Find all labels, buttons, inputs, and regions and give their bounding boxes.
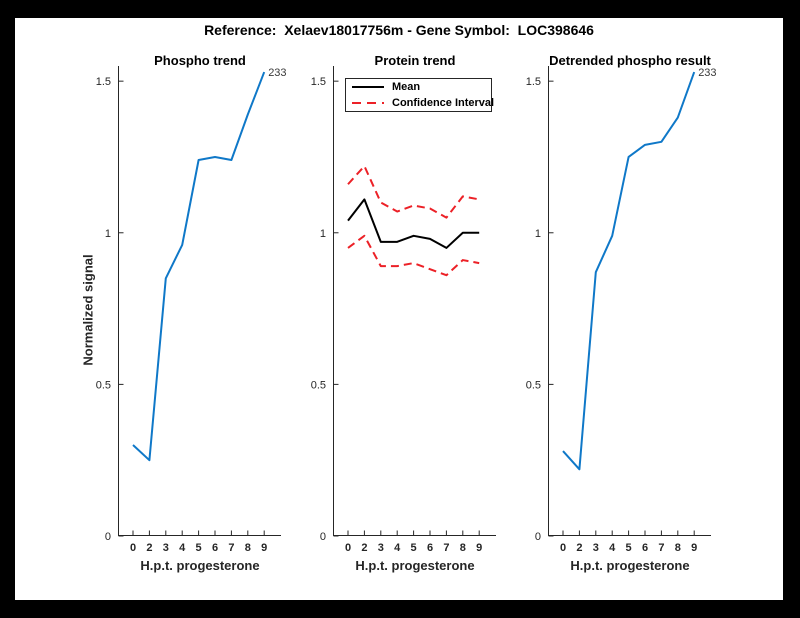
x-tick-label: 4	[394, 542, 401, 554]
subplot-title-phospho-trend: Phospho trend	[154, 53, 246, 68]
confidence-interval-line-sample-icon	[352, 101, 384, 104]
detrended-phospho-signal-line	[562, 71, 696, 471]
mean-line-sample-icon	[352, 86, 384, 89]
protein-trend-plot-area: 00.511.50 2 3 4 5 6 7 8 9	[311, 66, 496, 554]
x-tick-label: 8	[245, 542, 251, 554]
x-tick-label: 7	[658, 542, 664, 554]
y-tick-label: 0.5	[96, 379, 111, 391]
x-tick-label: 5	[196, 542, 202, 554]
legend-mean-label: Mean	[392, 81, 421, 94]
figure-canvas: Reference: Xelaev18017756m - Gene Symbol…	[15, 18, 783, 600]
subplot-title-detrended-result: Detrended phospho result	[549, 53, 711, 68]
x-tick-label: 0	[130, 542, 136, 554]
figure-title: Reference: Xelaev18017756m - Gene Symbol…	[204, 22, 594, 38]
y-tick-label: 0.5	[311, 379, 326, 391]
phospho-signal-line	[132, 71, 266, 462]
legend: Mean Confidence Interval	[345, 78, 494, 112]
x-tick-label: 8	[675, 542, 681, 554]
x-tick-label: 3	[163, 542, 169, 554]
subplot-title-protein-trend: Protein trend	[374, 53, 456, 68]
x-tick-label: 7	[228, 542, 234, 554]
mean-line	[347, 198, 480, 249]
x-tick-label: 2	[146, 542, 152, 554]
y-tick-label: 1	[320, 228, 326, 240]
y-tick-label: 1.5	[96, 76, 111, 88]
x-tick-label: 8	[460, 542, 466, 554]
x-tick-label: 0	[345, 542, 351, 554]
legend-row-mean: Mean	[352, 80, 485, 95]
y-tick-label: 1.5	[311, 76, 326, 88]
y-tick-label: 0.5	[526, 379, 541, 391]
end-point-annotation: 233	[698, 67, 716, 79]
legend-row-confidence-interval: Confidence Interval	[352, 96, 494, 111]
x-tick-label: 2	[361, 542, 367, 554]
x-tick-label: 6	[212, 542, 218, 554]
x-tick-label: 9	[476, 542, 482, 554]
y-tick-label: 1	[535, 228, 541, 240]
x-tick-label: 5	[411, 542, 417, 554]
x-axis-label-protein: H.p.t. progesterone	[355, 558, 475, 573]
x-axis-label-detrended: H.p.t. progesterone	[570, 558, 690, 573]
x-tick-label: 9	[691, 542, 697, 554]
y-tick-label: 0	[535, 531, 541, 543]
x-tick-label: 3	[378, 542, 384, 554]
x-tick-label: 6	[427, 542, 433, 554]
x-tick-label: 5	[626, 542, 632, 554]
end-point-annotation: 233	[268, 67, 286, 79]
x-tick-label: 3	[593, 542, 599, 554]
x-tick-label: 2	[576, 542, 582, 554]
y-tick-label: 1	[105, 228, 111, 240]
x-tick-label: 6	[642, 542, 648, 554]
legend-confidence-interval-label: Confidence Interval	[392, 96, 495, 109]
x-tick-label: 4	[609, 542, 616, 554]
x-tick-label: 0	[560, 542, 566, 554]
confidence-interval-lower-line	[347, 234, 480, 277]
x-axis-label-phospho: H.p.t. progesterone	[140, 558, 260, 573]
x-tick-label: 4	[179, 542, 186, 554]
x-tick-label: 7	[443, 542, 449, 554]
y-tick-label: 0	[105, 531, 111, 543]
y-tick-label: 0	[320, 531, 326, 543]
y-tick-label: 1.5	[526, 76, 541, 88]
y-axis-label: Normalized signal	[80, 254, 96, 366]
x-tick-label: 9	[261, 542, 267, 554]
